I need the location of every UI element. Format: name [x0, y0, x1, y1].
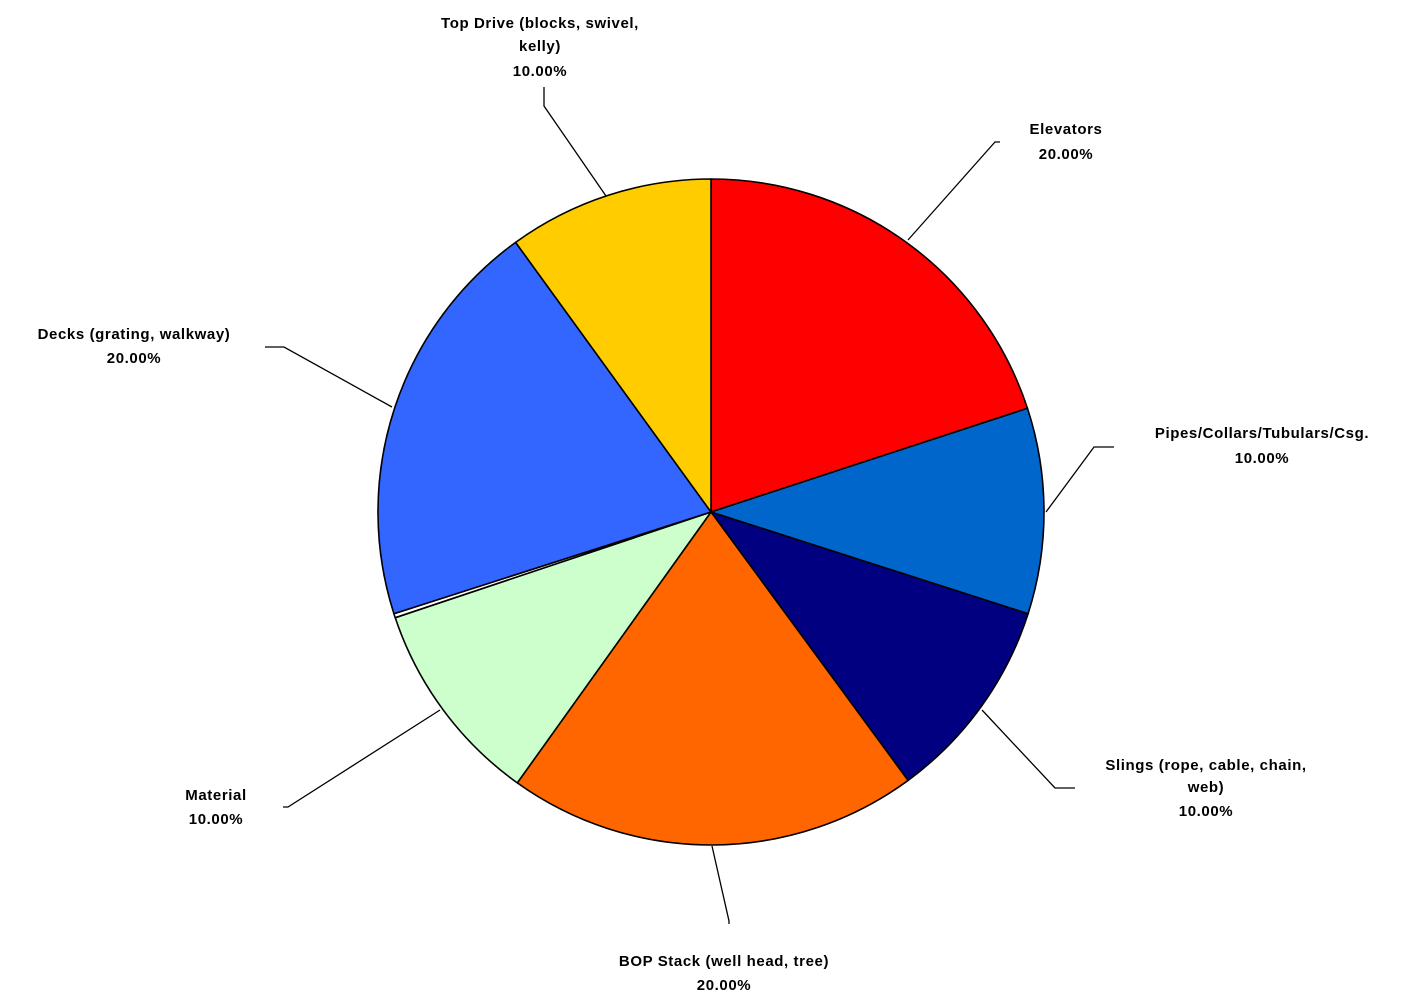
pie-slice-pipes-collars-tubulars-csg	[710, 407, 1045, 615]
leader-line-material	[283, 709, 441, 808]
leader-line-bop-stack-well-head-tree	[711, 845, 730, 924]
pie-slice-slings-rope-cable-chain-web	[710, 511, 1029, 782]
pie-slice-decks-grating-walkway	[377, 241, 712, 615]
leader-line-elevators	[907, 141, 1000, 241]
slice-label-elevators: Elevators	[1030, 121, 1103, 138]
slice-label-decks-grating-walkway: Decks (grating, walkway)	[38, 326, 231, 343]
leader-lines	[265, 87, 1114, 924]
slice-percent-pipes-collars-tubulars-csg: 10.00%	[1235, 450, 1289, 467]
pie-slice-bop-stack-well-head-tree	[516, 511, 909, 846]
slice-label-slings-rope-cable-chain-web-line-1: Slings (rope, cable, chain,	[1105, 757, 1306, 774]
pie-slices	[377, 178, 1045, 846]
slice-label-bop-stack-well-head-tree: BOP Stack (well head, tree)	[619, 953, 829, 970]
leader-line-top-drive-blocks-swivel-kelly	[543, 87, 607, 197]
slice-label-top-drive-blocks-swivel-kelly-line-1: Top Drive (blocks, swivel,	[441, 15, 639, 32]
slice-label-pipes-collars-tubulars-csg: Pipes/Collars/Tubulars/Csg.	[1155, 425, 1369, 442]
slice-percent-bop-stack-well-head-tree: 20.00%	[697, 977, 751, 992]
leader-line-slings-rope-cable-chain-web	[981, 709, 1075, 789]
slice-labels: Elevators 20.00% Pipes/Collars/Tubulars/Cs…	[38, 15, 1369, 992]
slice-label-slings-rope-cable-chain-web-line-2: web)	[1187, 779, 1225, 796]
slice-percent-slings-rope-cable-chain-web: 10.00%	[1179, 803, 1233, 820]
slice-percent-material: 10.00%	[189, 811, 243, 828]
pie-slice-top-drive-blocks-swivel-kelly	[514, 178, 712, 513]
slice-percent-decks-grating-walkway: 20.00%	[107, 350, 161, 367]
slice-percent-top-drive-blocks-swivel-kelly: 10.00%	[513, 63, 567, 80]
slice-percent-elevators: 20.00%	[1039, 146, 1093, 163]
slice-label-material: Material	[185, 787, 247, 804]
leader-line-decks-grating-walkway	[265, 346, 393, 408]
slice-label-top-drive-blocks-swivel-kelly-line-2: kelly)	[519, 38, 561, 55]
pie-slice-elevators	[710, 178, 1029, 513]
pie-slice-material	[394, 511, 712, 784]
leader-line-pipes-collars-tubulars-csg	[1045, 446, 1114, 513]
